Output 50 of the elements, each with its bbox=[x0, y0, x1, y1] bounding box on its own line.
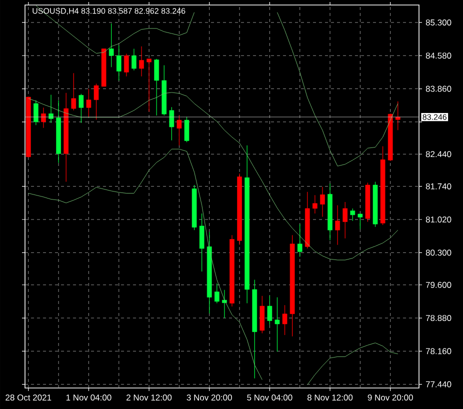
y-tick-label: 79.600 bbox=[426, 282, 452, 288]
x-tick-label: 9 Nov 20:00 bbox=[368, 394, 413, 401]
candlestick bbox=[154, 58, 159, 116]
y-tick-label: 78.160 bbox=[426, 348, 452, 354]
x-tick-label: 5 Nov 04:00 bbox=[247, 394, 292, 401]
y-tick-label: 81.020 bbox=[426, 216, 452, 223]
candlestick bbox=[78, 94, 84, 124]
ref-line-label: 83.246 bbox=[422, 114, 447, 120]
candlestick bbox=[108, 23, 114, 68]
y-tick-label: 83.860 bbox=[426, 86, 452, 92]
x-tick-label: 2 Nov 12:00 bbox=[126, 394, 172, 401]
candlestick bbox=[282, 304, 288, 336]
candlestick bbox=[86, 88, 92, 118]
candlestick bbox=[34, 100, 38, 126]
candlestick bbox=[335, 204, 340, 246]
candlestick bbox=[71, 72, 76, 111]
chart-title: USOUSD,H4 83.190 83.587 82.962 83.246 bbox=[32, 8, 186, 15]
candlestick bbox=[41, 107, 46, 128]
x-tick-label: 8 Nov 12:00 bbox=[307, 394, 353, 401]
candlestick bbox=[214, 283, 220, 304]
y-tick-label: 80.300 bbox=[426, 250, 452, 256]
candlestick bbox=[94, 83, 99, 120]
y-tick-label: 81.740 bbox=[426, 183, 452, 190]
candlestick bbox=[199, 213, 204, 272]
candlestick bbox=[124, 53, 129, 77]
candlestick bbox=[169, 106, 174, 141]
x-tick-label: 28 Oct 2021 bbox=[6, 394, 52, 401]
candlestick bbox=[267, 296, 272, 326]
y-tick-label: 78.880 bbox=[426, 315, 452, 322]
y-tick-label: 84.580 bbox=[426, 52, 452, 59]
candlestick bbox=[358, 213, 363, 230]
candlestick bbox=[312, 194, 318, 214]
candlestick bbox=[176, 115, 182, 146]
y-tick-label: 82.440 bbox=[426, 151, 452, 158]
y-tick-label: 85.300 bbox=[426, 19, 452, 26]
candlestick bbox=[320, 186, 325, 218]
candlestick bbox=[146, 58, 152, 112]
candlestick bbox=[274, 297, 280, 352]
candlestick bbox=[342, 202, 348, 239]
y-tick-label: 77.440 bbox=[426, 381, 452, 388]
candlestick bbox=[139, 46, 144, 77]
x-tick-label: 1 Nov 04:00 bbox=[66, 394, 112, 401]
candlestick bbox=[297, 224, 302, 258]
candlestick bbox=[395, 101, 400, 130]
candlestick bbox=[184, 116, 190, 142]
candlestick bbox=[222, 290, 227, 318]
x-tick-label: 3 Nov 20:00 bbox=[186, 394, 232, 401]
candlestick bbox=[132, 48, 136, 71]
candlestick bbox=[116, 45, 122, 81]
candlestick bbox=[350, 208, 356, 222]
